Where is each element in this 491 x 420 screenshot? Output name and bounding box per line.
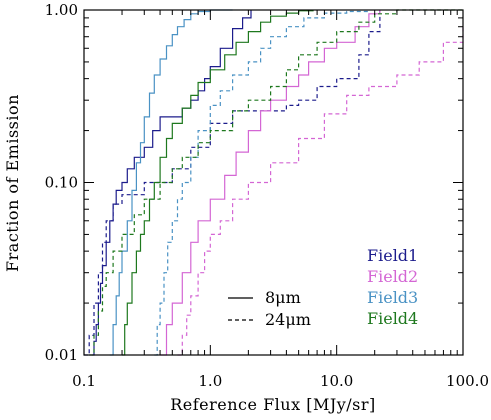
series-field1-8um bbox=[92, 10, 252, 356]
legend-fields: Field1 Field2 Field3 Field4 bbox=[367, 246, 418, 328]
series-layer bbox=[84, 9, 464, 356]
x-tick-label: 0.1 bbox=[72, 372, 96, 390]
y-tick-label: 0.10 bbox=[45, 174, 78, 192]
legend-field4-label: Field4 bbox=[367, 309, 418, 328]
x-tick-label: 100.0 bbox=[446, 372, 489, 390]
y-tick-label: 0.01 bbox=[45, 346, 78, 364]
x-axis-title: Reference Flux [MJy/sr] bbox=[170, 395, 376, 414]
series-field4-24um bbox=[89, 9, 463, 356]
legend-field2-label: Field2 bbox=[367, 267, 418, 286]
series-field3-8um bbox=[109, 9, 233, 356]
x-tick-label: 10.0 bbox=[320, 372, 353, 390]
legend-solid-label: 8μm bbox=[265, 288, 301, 307]
legend-field3-label: Field3 bbox=[367, 288, 418, 307]
legend-dashed-label: 24μm bbox=[265, 310, 311, 329]
series-field2-24um bbox=[177, 26, 464, 356]
legend-field1-label: Field1 bbox=[367, 246, 418, 265]
y-axis-title: Fraction of Emission bbox=[3, 94, 22, 272]
tick-layer: 0.1 1.0 10.0 100.0 0.01 0.10 1.00 bbox=[45, 1, 489, 390]
series-field2-8um bbox=[160, 10, 381, 356]
y-tick-label: 1.00 bbox=[45, 1, 78, 19]
x-tick-label: 1.0 bbox=[198, 372, 222, 390]
series-field4-8um bbox=[122, 10, 314, 356]
series-field3-24um bbox=[154, 10, 370, 356]
legend-linestyles: 8μm 24μm bbox=[228, 288, 311, 329]
